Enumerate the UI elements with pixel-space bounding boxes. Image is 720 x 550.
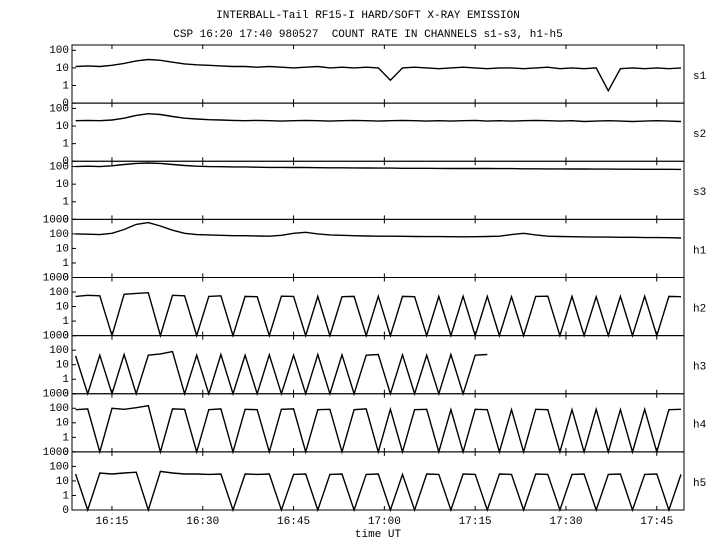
y-tick-label: 10 [56, 360, 69, 372]
series-label: s1 [693, 71, 707, 83]
y-tick-label: 1 [62, 197, 69, 209]
chart-subtitle: CSP 16:20 17:40 980527 COUNT RATE IN CHA… [173, 29, 562, 41]
series-label: h4 [693, 420, 707, 432]
y-tick-label: 1000 [43, 331, 69, 343]
data-line [75, 221, 682, 239]
y-tick-label: 1 [62, 316, 69, 328]
y-tick-label: 10 [56, 418, 69, 430]
panel-frame [71, 277, 685, 337]
y-tick-label: 1 [62, 374, 69, 386]
y-tick-label: 1 [62, 80, 69, 92]
y-tick-label: 0 [62, 389, 69, 401]
y-tick-label: 0 [62, 447, 69, 459]
panel-frame [71, 451, 685, 511]
panel-frame [71, 335, 685, 395]
y-tick-label: 100 [49, 287, 69, 299]
y-tick-label: 0 [62, 214, 69, 226]
y-tick-label: 0 [62, 505, 69, 517]
y-tick-label: 10 [56, 243, 69, 255]
y-tick-label: 1000 [43, 447, 69, 459]
x-tick-label: 16:30 [186, 516, 219, 528]
data-line [75, 58, 682, 93]
data-line [74, 470, 682, 513]
panel-frame [71, 44, 685, 104]
x-tick-label: 17:00 [368, 516, 401, 528]
y-tick-label: 100 [49, 161, 69, 173]
panel-frame [71, 160, 685, 220]
x-tick-label: 17:45 [640, 516, 673, 528]
x-tick-label: 17:15 [459, 516, 492, 528]
panel-frame [71, 102, 685, 162]
x-tick-label: 16:45 [277, 516, 310, 528]
chart-title: INTERBALL-Tail RF15-I HARD/SOFT X-RAY EM… [216, 10, 520, 22]
series-label: h2 [693, 303, 706, 315]
x-tick-label: 17:30 [549, 516, 582, 528]
y-tick-label: 1 [62, 258, 69, 270]
y-tick-label: 1 [62, 490, 69, 502]
data-line [75, 112, 682, 123]
series-label: s2 [693, 129, 706, 141]
y-tick-label: 100 [49, 345, 69, 357]
y-tick-label: 1000 [43, 214, 69, 226]
y-tick-label: 1 [62, 139, 69, 151]
series-label: h5 [693, 478, 706, 490]
y-tick-label: 100 [49, 229, 69, 241]
data-line [74, 350, 488, 397]
data-line [75, 404, 682, 455]
data-line [75, 291, 682, 339]
y-tick-label: 10 [56, 301, 69, 313]
series-label: h1 [693, 245, 707, 257]
y-tick-label: 1 [62, 432, 69, 444]
y-tick-label: 0 [62, 272, 69, 284]
series-label: h3 [693, 362, 706, 374]
y-tick-label: 0 [62, 156, 69, 168]
y-tick-label: 10 [56, 121, 69, 133]
y-tick-label: 100 [49, 45, 69, 57]
series-label: s3 [693, 187, 706, 199]
y-tick-label: 0 [62, 98, 69, 110]
y-tick-label: 100 [49, 403, 69, 415]
y-tick-label: 0 [62, 331, 69, 343]
panel-frame [71, 218, 685, 278]
y-tick-label: 100 [49, 461, 69, 473]
y-tick-label: 1000 [43, 272, 69, 284]
y-tick-label: 1000 [43, 389, 69, 401]
y-tick-label: 10 [56, 476, 69, 488]
y-tick-label: 100 [49, 103, 69, 115]
y-tick-label: 10 [56, 179, 69, 191]
x-tick-label: 16:15 [95, 516, 128, 528]
x-axis-label: time UT [355, 529, 402, 541]
y-tick-label: 10 [56, 63, 69, 75]
data-line [75, 162, 682, 171]
